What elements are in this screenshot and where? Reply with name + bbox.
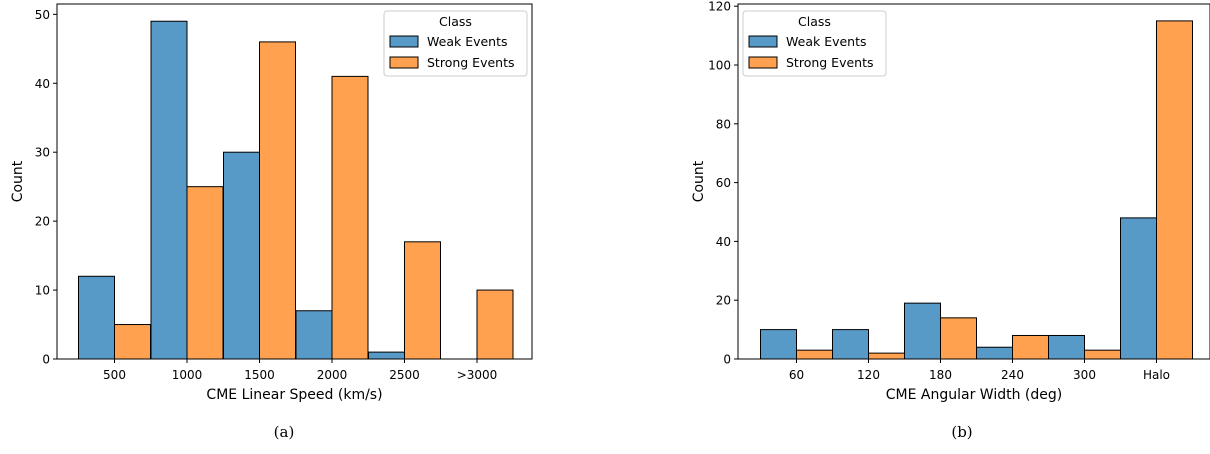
strong-bar-2000	[331, 75, 369, 360]
plot-frame	[56, 3, 533, 360]
weak-bar-Halo	[1120, 217, 1157, 360]
x-tick-label: 2500	[389, 368, 420, 382]
y-tick-label: 0	[723, 353, 731, 367]
strong-bar-1500	[259, 41, 296, 360]
legend-label-strong: Strong Events	[427, 55, 515, 70]
strong-bar-500	[114, 324, 151, 360]
subfigure-caption: (a)	[274, 423, 295, 441]
x-tick-label: 2000	[317, 368, 348, 382]
strong-bar-240	[1012, 334, 1049, 360]
y-tick-label: 40	[35, 77, 50, 91]
legend-title: Class	[439, 14, 472, 29]
x-tick-label: 1000	[172, 368, 203, 382]
legend-label-strong: Strong Events	[786, 55, 874, 70]
x-axis-label: CME Linear Speed (km/s)	[206, 387, 382, 403]
weak-bar-240	[976, 346, 1013, 360]
x-tick-label: 300	[1073, 368, 1096, 382]
legend-swatch-weak	[389, 35, 419, 48]
chart-a: 0 10 20 30 40 50 500 1000 1500 2000 2500 >3000 CME L…	[10, 3, 533, 441]
y-axis-label: Count	[10, 160, 26, 202]
x-tick-label: >3000	[457, 368, 498, 382]
y-tick-label: 50	[35, 8, 50, 22]
y-tick-label: 20	[716, 294, 731, 308]
y-tick-label: 60	[716, 176, 731, 190]
strong-bar-300	[1084, 349, 1121, 360]
weak-bar-1000	[150, 20, 188, 360]
weak-bar-2500	[368, 351, 405, 360]
strong-bar-2500	[404, 241, 441, 360]
weak-bar-2000	[295, 310, 333, 360]
y-tick-label: 40	[716, 235, 731, 249]
x-tick-label: 60	[789, 368, 804, 382]
legend-title: Class	[798, 14, 831, 29]
x-tick-label: 500	[103, 368, 126, 382]
plot-frame	[737, 3, 1210, 360]
x-axis-label: CME Angular Width (deg)	[886, 387, 1062, 403]
x-tick-label: 240	[1001, 368, 1024, 382]
legend-label-weak: Weak Events	[427, 34, 508, 49]
y-tick-label: 30	[35, 146, 50, 160]
y-tick-label: 120	[708, 0, 731, 14]
legend-swatch-strong	[748, 56, 778, 69]
y-tick-label: 0	[42, 353, 50, 367]
strong-bar-Halo	[1156, 20, 1193, 360]
legend-label-weak: Weak Events	[786, 34, 867, 49]
weak-bar-500	[78, 275, 115, 360]
legend-swatch-weak	[748, 35, 778, 48]
legend: Class Weak Events Strong Events	[383, 10, 528, 77]
y-tick-label: 80	[716, 117, 731, 131]
y-tick-label: 100	[708, 59, 731, 73]
x-tick-label: 120	[857, 368, 880, 382]
weak-bar-60	[760, 329, 797, 360]
weak-bar-180	[904, 302, 941, 360]
strong-bar-120	[868, 352, 905, 360]
legend: Class Weak Events Strong Events	[742, 10, 887, 77]
weak-bar-300	[1048, 334, 1085, 360]
chart-b: 0 20 40 60 80 100 120 60 120 180 240 300 Halo CME Ang…	[691, 0, 1210, 441]
strong-bar-60	[796, 349, 833, 360]
weak-bar-1500	[223, 151, 260, 360]
weak-bar-120	[832, 329, 869, 360]
strong-bar-180	[940, 317, 977, 360]
x-tick-label: Halo	[1143, 368, 1170, 382]
legend-box	[742, 10, 887, 77]
legend-swatch-strong	[389, 56, 419, 69]
y-tick-label: 20	[35, 215, 50, 229]
strong-bar->3000	[476, 289, 514, 360]
y-axis-label: Count	[691, 160, 707, 202]
y-tick-label: 10	[35, 284, 50, 298]
legend-box	[383, 10, 528, 77]
strong-bar-1000	[186, 186, 224, 360]
x-tick-label: 1500	[244, 368, 275, 382]
x-tick-label: 180	[929, 368, 952, 382]
subfigure-caption: (b)	[951, 423, 972, 441]
